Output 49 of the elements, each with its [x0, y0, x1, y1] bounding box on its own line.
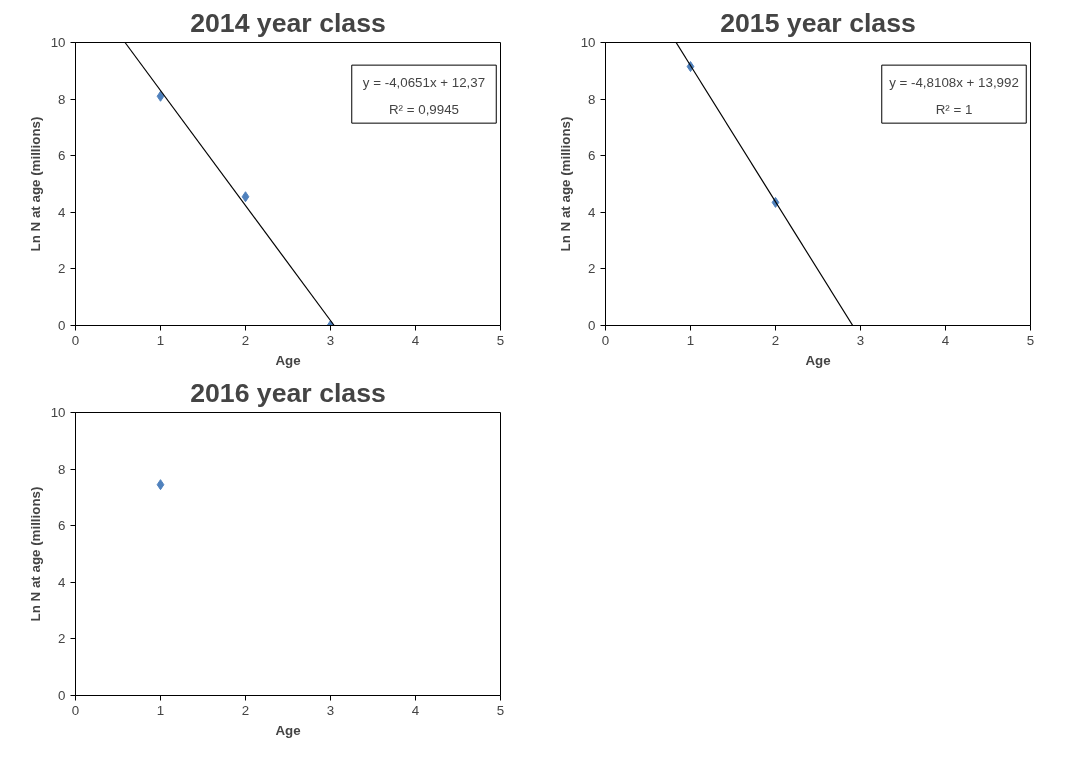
x-axis-title: Age — [805, 352, 831, 368]
x-tick-label: 0 — [71, 332, 80, 348]
x-tick-label: 4 — [411, 332, 420, 348]
annotation: R² = 0,9945 — [388, 102, 460, 118]
y-tick-label: 4 — [588, 204, 597, 220]
y-tick-label: 0 — [588, 318, 596, 333]
y-tick-label: 4 — [58, 574, 67, 590]
x-tick-label: 1 — [156, 702, 165, 718]
x-tick-label: 3 — [326, 702, 335, 718]
y-tick-label: 2 — [58, 631, 66, 647]
y-tick-label: 8 — [58, 91, 66, 107]
annotation: y = -4,8108x + 13,992 — [889, 75, 1019, 91]
x-tick-label: 5 — [496, 332, 505, 348]
x-tick-label: 0 — [71, 702, 80, 718]
y-axis-title: Ln N at age (millions) — [557, 116, 573, 252]
y-tick-label: 6 — [58, 518, 66, 534]
y-tick-label: 0 — [58, 688, 66, 703]
y-tick-label: 6 — [588, 148, 596, 164]
x-tick-label: 5 — [1026, 332, 1035, 348]
y-axis-title: Ln N at age (millions) — [27, 116, 43, 252]
y-tick-label: 8 — [58, 461, 66, 477]
y-tick-label: 10 — [50, 35, 66, 50]
x-tick-label: 4 — [941, 332, 950, 348]
chart-title: 2015 year class — [720, 7, 916, 38]
x-tick-label: 2 — [241, 702, 250, 718]
x-tick-label: 5 — [496, 702, 505, 718]
x-tick-label: 1 — [686, 332, 695, 348]
annotation: y = -4,0651x + 12,37 — [362, 75, 486, 91]
x-tick-label: 1 — [156, 332, 165, 348]
chart-title: 2014 year class — [190, 7, 386, 38]
y-tick-label: 10 — [50, 405, 66, 420]
y-tick-label: 0 — [58, 318, 66, 333]
y-tick-label: 6 — [58, 148, 66, 164]
y-tick-label: 2 — [588, 261, 596, 277]
x-tick-label: 0 — [601, 332, 610, 348]
y-axis-title: Ln N at age (millions) — [27, 486, 43, 622]
x-tick-label: 3 — [326, 332, 335, 348]
y-tick-label: 2 — [58, 261, 66, 277]
x-tick-label: 4 — [411, 702, 420, 718]
x-tick-label: 2 — [241, 332, 250, 348]
x-tick-label: 2 — [771, 332, 780, 348]
annotation: R² = 1 — [935, 102, 973, 118]
chart-title: 2016 year class — [190, 377, 386, 408]
y-tick-label: 8 — [588, 91, 596, 107]
x-tick-label: 3 — [856, 332, 865, 348]
x-axis-title: Age — [275, 352, 301, 368]
y-tick-label: 10 — [580, 35, 596, 50]
x-axis-title: Age — [275, 722, 301, 738]
y-tick-label: 4 — [58, 204, 67, 220]
